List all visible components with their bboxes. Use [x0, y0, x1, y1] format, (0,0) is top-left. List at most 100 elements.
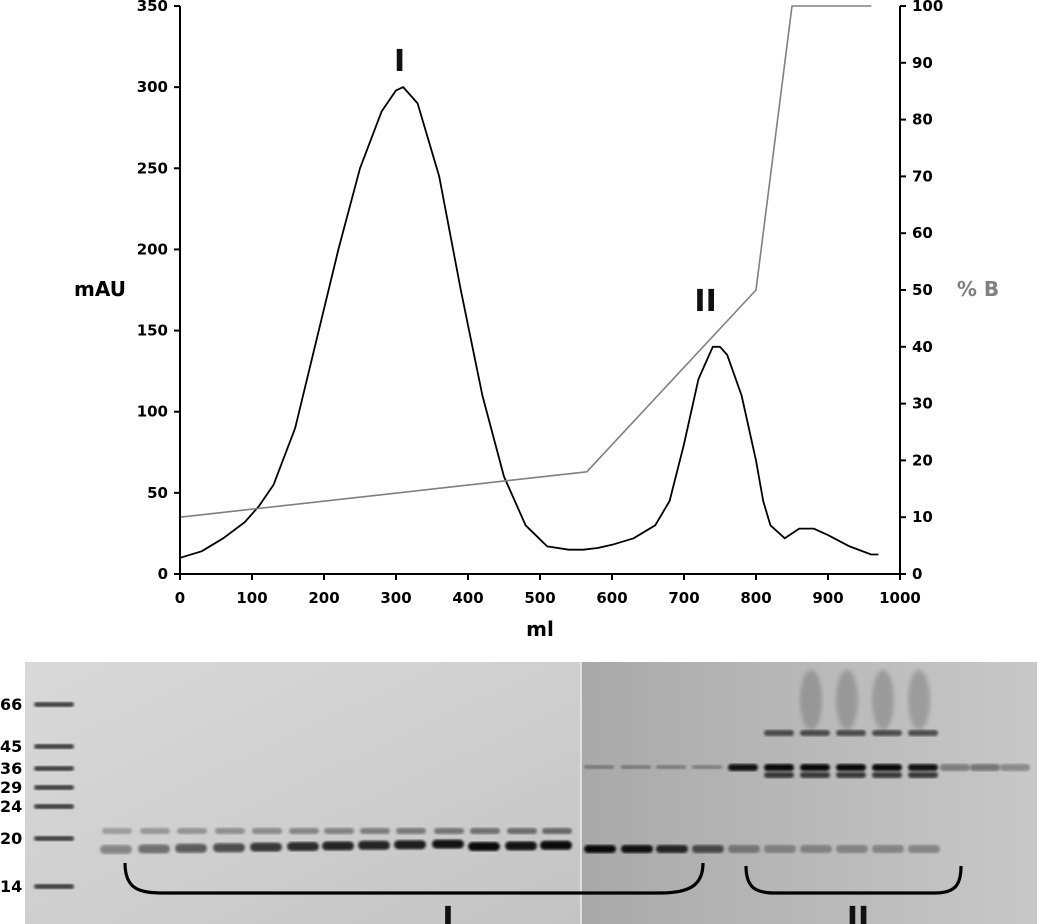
series-absorbance-line [179, 86, 879, 559]
gel-band [215, 828, 245, 834]
x-tick-label: 300 [380, 589, 411, 607]
peak-annotations: III [394, 44, 717, 319]
peak-label-II: II [694, 284, 716, 319]
marker-label-20: 20 [0, 829, 22, 848]
gel-band [507, 828, 537, 834]
gel-band [872, 772, 902, 778]
y-right-tick-label: 60 [912, 224, 933, 242]
gel-group-label-I: I [442, 901, 453, 924]
gel-band [836, 670, 858, 730]
gel-band [800, 670, 822, 730]
gel-band [800, 730, 830, 736]
gel-band [970, 764, 1000, 771]
gel-band [250, 842, 282, 852]
gel-band [728, 764, 758, 771]
gel-band [800, 764, 830, 771]
gel-band [1000, 764, 1030, 771]
y-axis-right-title: % B [957, 277, 999, 301]
gel-band [656, 765, 686, 769]
series-percent-b-line [179, 5, 872, 518]
x-tick-label: 0 [175, 589, 185, 607]
gel-band [872, 730, 902, 736]
gel-band [470, 828, 500, 834]
gel-band [100, 845, 132, 854]
y-right-tick-label: 30 [912, 395, 933, 413]
ticks: 0 100 200 300 400 500 600 700 800 900 100005010015… [137, 0, 944, 607]
plot-series [179, 5, 879, 559]
y-right-tick-label: 70 [912, 167, 933, 185]
gel-band [34, 804, 74, 809]
peak-label-I: I [394, 44, 405, 79]
gel-band [505, 841, 537, 851]
y-left-tick-label: 300 [137, 78, 168, 96]
gel-band [908, 845, 940, 853]
y-axis-left-title: mAU [74, 277, 126, 301]
gel-band [908, 670, 930, 730]
gel-band [34, 702, 74, 707]
gel-band [692, 845, 724, 853]
y-left-tick-label: 0 [158, 565, 168, 583]
x-tick-label: 100 [236, 589, 267, 607]
gel-band [396, 828, 426, 834]
y-left-tick-label: 150 [137, 322, 168, 340]
x-tick-label: 800 [740, 589, 771, 607]
gel-band [252, 828, 282, 834]
gel-band [177, 828, 207, 834]
x-axis-title: ml [526, 617, 554, 641]
gel-band [540, 840, 572, 850]
gel-band [394, 840, 426, 850]
gel-band [175, 843, 207, 853]
y-right-tick-label: 80 [912, 111, 933, 129]
marker-label-66: 66 [0, 695, 22, 714]
gel-band [800, 772, 830, 778]
x-tick-label: 700 [668, 589, 699, 607]
gel-band [656, 845, 688, 853]
y-right-tick-label: 100 [912, 0, 943, 15]
marker-label-36: 36 [0, 759, 22, 778]
y-right-tick-label: 10 [912, 508, 933, 526]
gel-band [34, 785, 74, 790]
y-right-tick-label: 40 [912, 338, 933, 356]
y-right-tick-label: 0 [912, 565, 922, 583]
gel-band [213, 843, 245, 853]
gel-band [764, 730, 794, 736]
bracket-group-II [744, 865, 963, 895]
marker-label-24: 24 [0, 797, 22, 816]
marker-label-45: 45 [0, 737, 22, 756]
gel-band [468, 842, 500, 851]
y-left-tick-label: 50 [147, 484, 168, 502]
gel-band [34, 744, 74, 749]
gel-band [138, 844, 170, 854]
gel-band [289, 828, 319, 834]
x-tick-label: 500 [524, 589, 555, 607]
gel-band [872, 764, 902, 771]
gel-band [140, 828, 170, 834]
gel-band [34, 766, 74, 771]
bracket-group-I [123, 862, 705, 895]
gel-band [584, 845, 616, 853]
gel-band [764, 772, 794, 778]
marker-label-29: 29 [0, 778, 22, 797]
y-left-tick-label: 100 [137, 403, 168, 421]
x-tick-label: 900 [812, 589, 843, 607]
marker-label-14: 14 [0, 877, 22, 896]
gel-band [908, 730, 938, 736]
gel-band [728, 845, 760, 853]
gel-band [800, 845, 832, 853]
gel-band [34, 884, 74, 889]
x-tick-label: 400 [452, 589, 483, 607]
gel-band [287, 842, 319, 851]
gel-bands [34, 670, 1030, 889]
gel-band [692, 765, 722, 769]
gel-band [432, 839, 464, 849]
gel-band [836, 772, 866, 778]
gel-band [621, 765, 651, 769]
gel-band [434, 828, 464, 834]
y-right-tick-label: 50 [912, 281, 933, 299]
gel-band [322, 841, 354, 851]
gel-band [836, 845, 868, 853]
x-tick-label: 600 [596, 589, 627, 607]
gel-band [836, 764, 866, 771]
